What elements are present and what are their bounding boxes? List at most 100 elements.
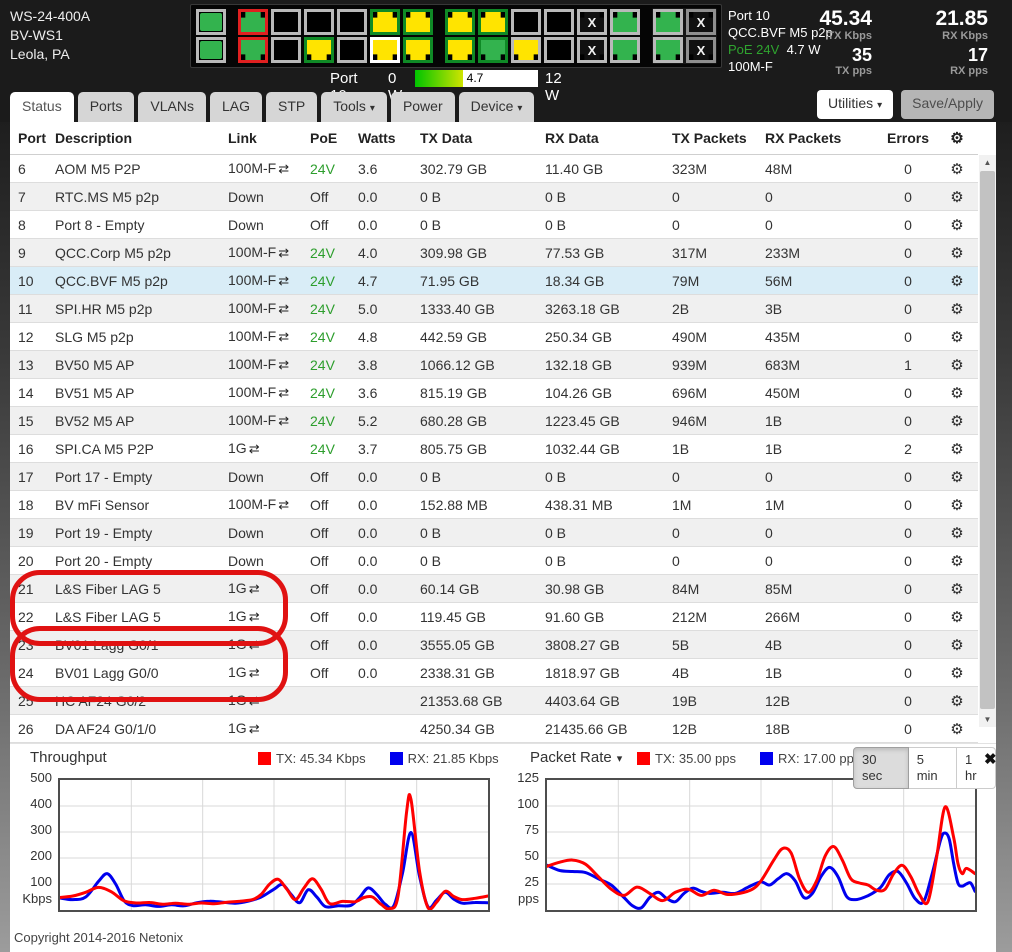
port-cell-fill <box>613 40 637 60</box>
row-settings-gear-icon[interactable]: ⚙ <box>950 637 963 654</box>
port-cell[interactable] <box>403 37 433 63</box>
table-row-port-12[interactable]: 12SLG M5 p2p100M-F⇄24V4.8442.59 GB250.34… <box>10 323 978 351</box>
port-cell[interactable] <box>511 9 541 35</box>
power-bar-value: 4.7 <box>467 71 484 85</box>
save-apply-button[interactable]: Save/Apply <box>901 90 994 119</box>
port-cell[interactable] <box>337 9 367 35</box>
scroll-down-icon[interactable]: ▼ <box>979 712 996 727</box>
port-cell[interactable]: X <box>686 9 716 35</box>
table-settings-gear-icon[interactable]: ⚙ <box>936 122 978 155</box>
table-row-port-22[interactable]: 22L&S Fiber LAG 51G⇄Off0.0119.45 GB91.60… <box>10 603 978 631</box>
row-settings-gear-icon[interactable]: ⚙ <box>950 301 963 318</box>
table-row-port-19[interactable]: 19Port 19 - EmptyDownOff0.00 B0 B000⚙ <box>10 519 978 547</box>
cell-rx-packets: 1M <box>765 491 880 519</box>
cell-link: Down <box>228 519 310 547</box>
row-settings-gear-icon[interactable]: ⚙ <box>950 553 963 570</box>
port-cell[interactable] <box>653 9 683 35</box>
scrollbar-thumb[interactable] <box>980 171 995 709</box>
row-settings-gear-icon[interactable]: ⚙ <box>950 665 963 682</box>
port-cell[interactable] <box>337 37 367 63</box>
table-row-port-7[interactable]: 7RTC.MS M5 p2pDownOff0.00 B0 B000⚙ <box>10 183 978 211</box>
selected-port-poe: PoE 24V <box>728 42 779 57</box>
table-row-port-17[interactable]: 17Port 17 - EmptyDownOff0.00 B0 B000⚙ <box>10 463 978 491</box>
chart-dropdown-caret-icon[interactable]: ▾ <box>617 753 623 765</box>
tab-ports[interactable]: Ports <box>78 92 135 122</box>
port-cell[interactable] <box>653 37 683 63</box>
row-settings-gear-icon[interactable]: ⚙ <box>950 357 963 374</box>
table-row-port-21[interactable]: 21L&S Fiber LAG 51G⇄Off0.060.14 GB30.98 … <box>10 575 978 603</box>
row-settings-gear-icon[interactable]: ⚙ <box>950 497 963 514</box>
port-cell[interactable] <box>610 37 640 63</box>
port-cell[interactable] <box>238 37 268 63</box>
port-cell[interactable] <box>271 37 301 63</box>
port-cell[interactable] <box>445 9 475 35</box>
table-row-port-26[interactable]: 26DA AF24 G0/1/01G⇄4250.34 GB21435.66 GB… <box>10 715 978 743</box>
tab-power[interactable]: Power <box>391 92 455 122</box>
cell-poe: 24V <box>310 295 358 323</box>
table-row-port-25[interactable]: 25HC AF24 G0/21G⇄21353.68 GB4403.64 GB19… <box>10 687 978 715</box>
tab-vlans[interactable]: VLANs <box>138 92 206 122</box>
port-cell[interactable] <box>478 37 508 63</box>
tab-status[interactable]: Status <box>10 92 74 122</box>
port-cell[interactable] <box>304 37 334 63</box>
table-row-port-11[interactable]: 11SPI.HR M5 p2p100M-F⇄24V5.01333.40 GB32… <box>10 295 978 323</box>
tab-device[interactable]: Device▾ <box>459 92 535 122</box>
table-row-port-13[interactable]: 13BV50 M5 AP100M-F⇄24V3.81066.12 GB132.1… <box>10 351 978 379</box>
port-cell[interactable]: X <box>577 9 607 35</box>
row-settings-gear-icon[interactable]: ⚙ <box>950 273 963 290</box>
row-settings-gear-icon[interactable]: ⚙ <box>950 329 963 346</box>
table-row-port-8[interactable]: 8Port 8 - EmptyDownOff0.00 B0 B000⚙ <box>10 211 978 239</box>
cell-tx-data: 60.14 GB <box>420 575 545 603</box>
port-cell[interactable] <box>304 9 334 35</box>
port-cell[interactable] <box>403 9 433 35</box>
row-settings-gear-icon[interactable]: ⚙ <box>950 693 963 710</box>
port-cell[interactable] <box>196 9 226 35</box>
row-settings-gear-icon[interactable]: ⚙ <box>950 469 963 486</box>
close-charts-icon[interactable]: ✖ <box>984 750 997 768</box>
row-settings-gear-icon[interactable]: ⚙ <box>950 581 963 598</box>
port-cell[interactable] <box>445 37 475 63</box>
cell-description: DA AF24 G0/1/0 <box>55 715 228 743</box>
port-cell[interactable]: X <box>686 37 716 63</box>
tab-tools[interactable]: Tools▾ <box>321 92 387 122</box>
port-cell[interactable] <box>511 37 541 63</box>
row-settings-gear-icon[interactable]: ⚙ <box>950 441 963 458</box>
row-settings-gear-icon[interactable]: ⚙ <box>950 721 963 738</box>
range-button-5-min[interactable]: 5 min <box>909 747 957 789</box>
tab-stp[interactable]: STP <box>266 92 317 122</box>
tab-lag[interactable]: LAG <box>210 92 262 122</box>
range-button-30-sec[interactable]: 30 sec <box>853 747 909 789</box>
table-row-port-24[interactable]: 24BV01 Lagg G0/01G⇄Off0.02338.31 GB1818.… <box>10 659 978 687</box>
table-row-port-16[interactable]: 16SPI.CA M5 P2P1G⇄24V3.7805.75 GB1032.44… <box>10 435 978 463</box>
table-row-port-18[interactable]: 18BV mFi Sensor100M-F⇄Off0.0152.88 MB438… <box>10 491 978 519</box>
table-row-port-14[interactable]: 14BV51 M5 AP100M-F⇄24V3.6815.19 GB104.26… <box>10 379 978 407</box>
table-row-port-10[interactable]: 10QCC.BVF M5 p2p100M-F⇄24V4.771.95 GB18.… <box>10 267 978 295</box>
utilities-button[interactable]: Utilities▾ <box>817 90 893 119</box>
port-cell[interactable] <box>610 9 640 35</box>
table-row-port-20[interactable]: 20Port 20 - EmptyDownOff0.00 B0 B000⚙ <box>10 547 978 575</box>
port-cell[interactable] <box>370 9 400 35</box>
row-settings-gear-icon[interactable]: ⚙ <box>950 609 963 626</box>
port-cell-selected[interactable] <box>370 37 400 63</box>
row-settings-gear-icon[interactable]: ⚙ <box>950 189 963 206</box>
table-row-port-6[interactable]: 6AOM M5 P2P100M-F⇄24V3.6302.79 GB11.40 G… <box>10 155 978 183</box>
port-cell[interactable] <box>544 9 574 35</box>
table-scrollbar[interactable]: ▲ ▼ <box>979 155 996 727</box>
row-settings-gear-icon[interactable]: ⚙ <box>950 385 963 402</box>
port-cell[interactable] <box>238 9 268 35</box>
port-cell[interactable] <box>544 37 574 63</box>
port-cell[interactable] <box>196 37 226 63</box>
row-settings-gear-icon[interactable]: ⚙ <box>950 525 963 542</box>
row-settings-gear-icon[interactable]: ⚙ <box>950 217 963 234</box>
row-settings-gear-icon[interactable]: ⚙ <box>950 245 963 262</box>
row-settings-gear-icon[interactable]: ⚙ <box>950 161 963 178</box>
table-row-port-23[interactable]: 23BV01 Lagg G0/11G⇄Off0.03555.05 GB3808.… <box>10 631 978 659</box>
port-cell[interactable]: X <box>577 37 607 63</box>
port-cell[interactable] <box>271 9 301 35</box>
table-row-port-9[interactable]: 9QCC.Corp M5 p2p100M-F⇄24V4.0309.98 GB77… <box>10 239 978 267</box>
row-settings-gear-icon[interactable]: ⚙ <box>950 413 963 430</box>
scroll-up-icon[interactable]: ▲ <box>979 155 996 170</box>
table-row-port-15[interactable]: 15BV52 M5 AP100M-F⇄24V5.2680.28 GB1223.4… <box>10 407 978 435</box>
port-cell[interactable] <box>478 9 508 35</box>
cell-description: L&S Fiber LAG 5 <box>55 575 228 603</box>
